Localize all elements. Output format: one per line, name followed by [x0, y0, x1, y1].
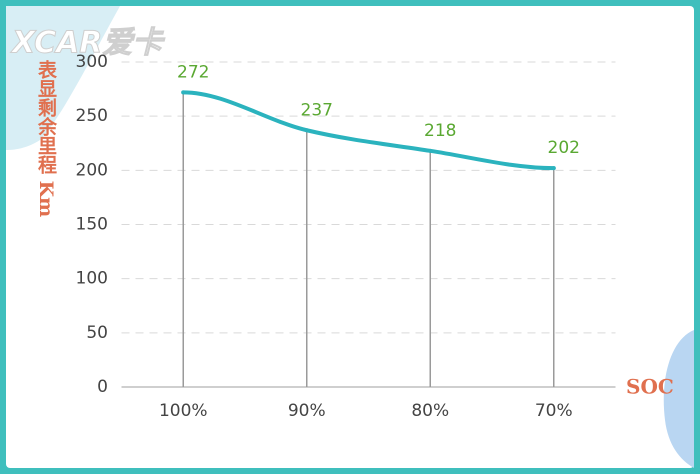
watermark: XCAR爱卡	[10, 26, 165, 61]
y-tick-label: 300	[76, 52, 108, 72]
y-tick-label: 250	[76, 106, 108, 126]
x-tick-label: 100%	[159, 401, 208, 421]
card	[6, 6, 694, 468]
x-tick-label: 90%	[288, 401, 326, 421]
data-label: 237	[301, 100, 333, 120]
data-label: 218	[424, 121, 456, 141]
data-point	[428, 148, 433, 153]
x-axis-label: SOC	[626, 375, 674, 399]
data-point	[551, 166, 556, 171]
decor-blob	[663, 330, 694, 468]
y-tick-label: 50	[86, 323, 108, 343]
x-tick-label: 80%	[411, 401, 449, 421]
y-axis-label: 表显剩余里程 Km	[35, 59, 58, 218]
y-tick-label: 150	[76, 215, 108, 235]
data-point	[181, 90, 186, 95]
data-label: 202	[548, 138, 580, 158]
y-tick-label: 100	[76, 269, 108, 289]
data-line	[181, 90, 556, 171]
decor-blob	[6, 6, 120, 150]
y-tick-label: 0	[97, 377, 108, 397]
data-point	[304, 128, 309, 133]
x-tick-label: 70%	[535, 401, 573, 421]
y-tick-label: 200	[76, 160, 108, 180]
data-label: 272	[177, 62, 209, 82]
